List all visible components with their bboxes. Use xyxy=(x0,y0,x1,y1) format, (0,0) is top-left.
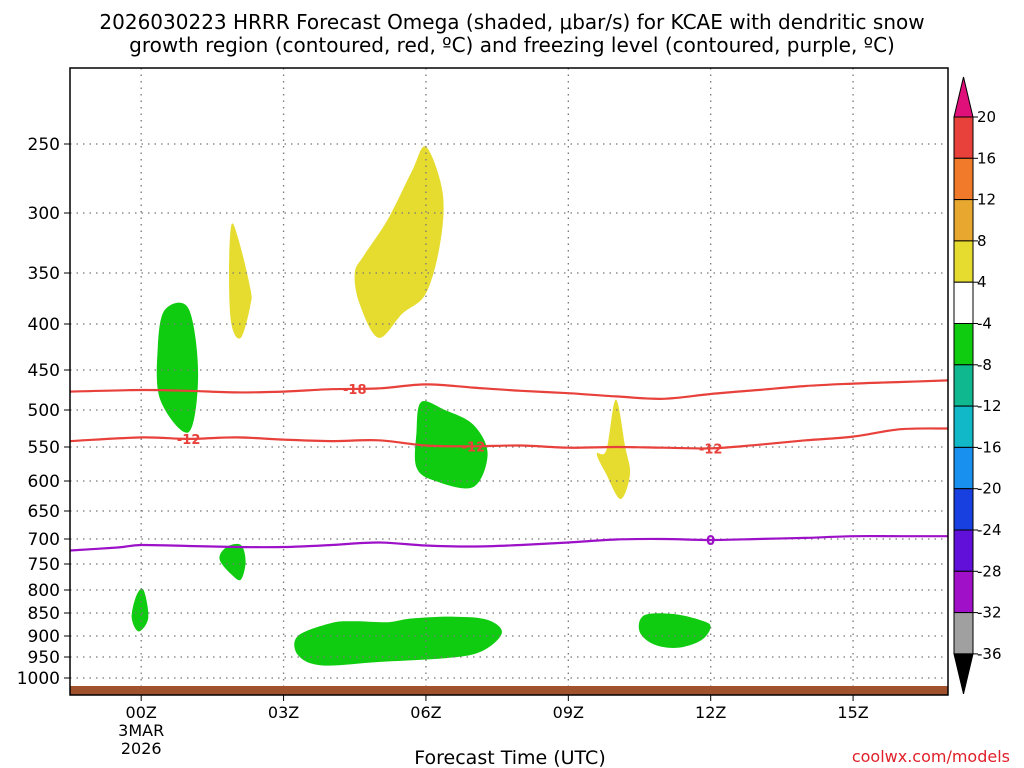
colorbar-label: -36 xyxy=(977,645,1002,663)
y-tick-label: 600 xyxy=(28,472,60,492)
omega-region-yellow-mid-right xyxy=(596,399,631,499)
omega-region-green-small-850 xyxy=(131,588,149,632)
x-tick-label: 00Z xyxy=(126,703,157,722)
colorbar-label: 12 xyxy=(977,191,996,209)
y-tick-label: 950 xyxy=(28,648,60,668)
colorbar-band-cm32_m36 xyxy=(953,612,974,655)
y-tick-label: 900 xyxy=(28,627,60,647)
credit-link[interactable]: coolwx.com/models xyxy=(852,747,1010,766)
contour-line-0 xyxy=(69,379,949,400)
omega-region-green-small-750 xyxy=(219,543,246,581)
x-tick-year: 2026 xyxy=(121,739,162,758)
colorbar-label: -4 xyxy=(977,315,992,333)
colorbar-label: 16 xyxy=(977,149,996,167)
colorbar-band-c16_12 xyxy=(953,157,974,201)
y-tick-label: 850 xyxy=(28,604,60,624)
plot-frame xyxy=(69,67,949,696)
colorbar-label: -12 xyxy=(977,397,1002,415)
contour-label: -12 xyxy=(462,440,486,455)
x-tick-label: 15Z xyxy=(837,703,868,722)
omega-regions xyxy=(131,146,711,666)
y-tick-label: 750 xyxy=(28,555,60,575)
chart-title-line1: 2026030223 HRRR Forecast Omega (shaded, … xyxy=(99,10,924,34)
colorbar-label: 4 xyxy=(977,273,987,291)
colorbar-band-cm28_m32 xyxy=(953,570,974,614)
y-tick-label: 350 xyxy=(28,264,60,284)
colorbar-label: -8 xyxy=(977,356,992,374)
colorbar-band-c4_m4 xyxy=(953,281,974,325)
y-tick-label: 250 xyxy=(28,135,60,155)
y-tick-label: 1000 xyxy=(17,669,60,689)
y-tick-label: 500 xyxy=(28,401,60,421)
colorbar-band-cm20_m24 xyxy=(953,488,974,531)
y-tick-label: 800 xyxy=(28,581,60,601)
y-tick-label: 700 xyxy=(28,530,60,550)
contour-label: -18 xyxy=(343,383,367,398)
y-tick-label: 450 xyxy=(28,361,60,381)
colorbar-band-cm24_m28 xyxy=(953,529,974,572)
contour-label: -12 xyxy=(699,442,723,457)
y-tick-label: 400 xyxy=(28,315,60,335)
x-tick-label: 06Z xyxy=(410,703,441,722)
colorbar-band-cm4_m8 xyxy=(953,323,974,366)
omega-region-green-lower-large xyxy=(294,616,502,666)
y-axis-ticks: 250 300 350 400 450 500 550 600 650 700 750 800 850 9… xyxy=(17,135,70,689)
colorbar-label: -28 xyxy=(977,562,1002,580)
colorbar-band-cm12_m16 xyxy=(953,405,974,448)
contour-label: 0 xyxy=(706,534,715,549)
colorbar-band-c12_8 xyxy=(953,199,974,242)
plot-area: -18 -12 -12 -12 0 xyxy=(69,67,949,696)
omega-region-green-lower-right xyxy=(638,613,711,648)
colorbar-band-cm8_m12 xyxy=(953,364,974,407)
omega-region-green-mid xyxy=(414,401,488,489)
y-tick-label: 300 xyxy=(28,204,60,224)
x-tick-date: 3MAR xyxy=(118,721,164,740)
colorbar-top-arrow xyxy=(953,76,974,118)
colorbar: 20 16 12 8 4 -4 -8 -12 -16 -20 -24 -28 -32 -36 xyxy=(953,76,1002,695)
colorbar-label: 8 xyxy=(977,232,987,250)
contour-lines: -18 -12 -12 -12 0 xyxy=(69,379,949,552)
colorbar-band-c8_4 xyxy=(953,240,974,283)
colorbar-bottom-arrow xyxy=(953,653,974,695)
omega-region-green-upper-left xyxy=(156,302,199,433)
colorbar-label: 20 xyxy=(977,108,996,126)
colorbar-band-cm16_m20 xyxy=(953,446,974,490)
y-tick-label: 650 xyxy=(28,502,60,522)
x-axis-label: Forecast Time (UTC) xyxy=(414,747,605,768)
x-tick-label: 03Z xyxy=(268,703,299,722)
x-tick-label: 12Z xyxy=(695,703,726,722)
contour-line-1 xyxy=(69,427,949,450)
colorbar-label: -16 xyxy=(977,438,1002,456)
grid-lines xyxy=(70,68,948,686)
contour-line-2 xyxy=(69,534,948,552)
colorbar-label: -24 xyxy=(977,521,1002,539)
chart-title-line2: growth region (contoured, red, ºC) and f… xyxy=(129,33,895,57)
colorbar-label: -20 xyxy=(977,480,1002,498)
ground-strip xyxy=(70,686,948,695)
colorbar-band-c20_16 xyxy=(953,116,974,159)
colorbar-label: -32 xyxy=(977,604,1002,622)
y-tick-label: 550 xyxy=(28,438,60,458)
x-tick-label: 09Z xyxy=(553,703,584,722)
omega-region-yellow-upper-big xyxy=(354,146,444,338)
contour-label: -12 xyxy=(177,433,201,448)
omega-region-yellow-upper-left xyxy=(229,223,252,339)
